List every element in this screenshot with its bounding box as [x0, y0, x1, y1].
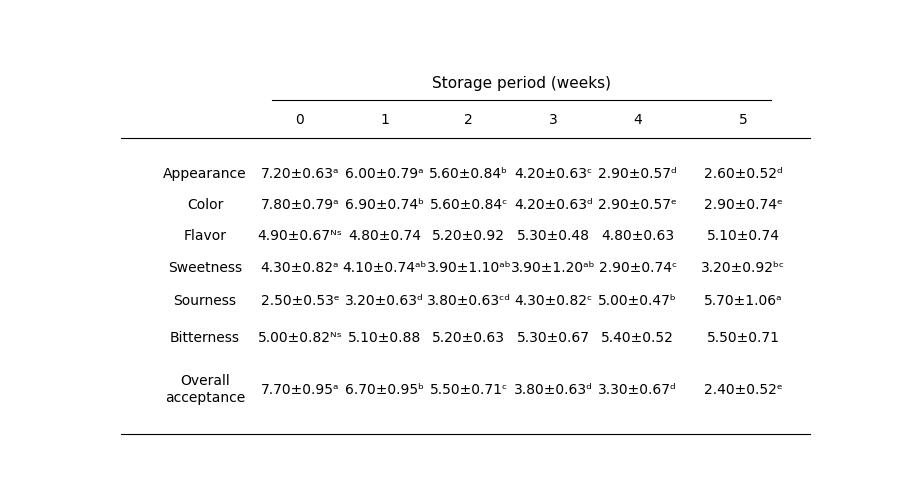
- Text: Color: Color: [187, 198, 223, 212]
- Text: 4: 4: [634, 113, 642, 127]
- Text: 5.70±1.06ᵃ: 5.70±1.06ᵃ: [704, 293, 783, 307]
- Text: 4.80±0.74: 4.80±0.74: [348, 228, 421, 242]
- Text: 4.30±0.82ᵃ: 4.30±0.82ᵃ: [261, 261, 340, 275]
- Text: 5.30±0.48: 5.30±0.48: [517, 228, 590, 242]
- Text: 4.20±0.63ᵈ: 4.20±0.63ᵈ: [514, 198, 593, 212]
- Text: 5.00±0.82ᴺˢ: 5.00±0.82ᴺˢ: [258, 330, 342, 344]
- Text: 7.20±0.63ᵃ: 7.20±0.63ᵃ: [261, 167, 340, 181]
- Text: 4.10±0.74ᵃᵇ: 4.10±0.74ᵃᵇ: [342, 261, 427, 275]
- Text: Overall
acceptance: Overall acceptance: [165, 374, 245, 404]
- Text: Sourness: Sourness: [173, 293, 236, 307]
- Text: 3.80±0.63ᵈ: 3.80±0.63ᵈ: [514, 382, 593, 396]
- Text: Sweetness: Sweetness: [168, 261, 242, 275]
- Text: 3.90±1.10ᵃᵇ: 3.90±1.10ᵃᵇ: [427, 261, 511, 275]
- Text: 2.50±0.53ᵉ: 2.50±0.53ᵉ: [261, 293, 340, 307]
- Text: 5.10±0.88: 5.10±0.88: [348, 330, 421, 344]
- Text: 4.90±0.67ᴺˢ: 4.90±0.67ᴺˢ: [258, 228, 342, 242]
- Text: 4.80±0.63: 4.80±0.63: [601, 228, 675, 242]
- Text: 5.40±0.52: 5.40±0.52: [601, 330, 675, 344]
- Text: 0: 0: [296, 113, 304, 127]
- Text: Appearance: Appearance: [163, 167, 247, 181]
- Text: 3.30±0.67ᵈ: 3.30±0.67ᵈ: [598, 382, 677, 396]
- Text: 7.70±0.95ᵃ: 7.70±0.95ᵃ: [261, 382, 340, 396]
- Text: 2: 2: [465, 113, 473, 127]
- Text: 4.20±0.63ᶜ: 4.20±0.63ᶜ: [514, 167, 592, 181]
- Text: 3.80±0.63ᶜᵈ: 3.80±0.63ᶜᵈ: [427, 293, 511, 307]
- Text: 5.30±0.67: 5.30±0.67: [517, 330, 590, 344]
- Text: 5.10±0.74: 5.10±0.74: [706, 228, 780, 242]
- Text: Bitterness: Bitterness: [170, 330, 240, 344]
- Text: 5.00±0.47ᵇ: 5.00±0.47ᵇ: [598, 293, 677, 307]
- Text: 3.90±1.20ᵃᵇ: 3.90±1.20ᵃᵇ: [511, 261, 596, 275]
- Text: 5.50±0.71ᶜ: 5.50±0.71ᶜ: [429, 382, 508, 396]
- Text: 3.20±0.92ᵇᶜ: 3.20±0.92ᵇᶜ: [701, 261, 785, 275]
- Text: 2.90±0.57ᵉ: 2.90±0.57ᵉ: [598, 198, 677, 212]
- Text: 2.40±0.52ᵉ: 2.40±0.52ᵉ: [704, 382, 783, 396]
- Text: 2.90±0.74ᶜ: 2.90±0.74ᶜ: [598, 261, 676, 275]
- Text: 7.80±0.79ᵃ: 7.80±0.79ᵃ: [261, 198, 340, 212]
- Text: 3.20±0.63ᵈ: 3.20±0.63ᵈ: [345, 293, 424, 307]
- Text: 6.90±0.74ᵇ: 6.90±0.74ᵇ: [345, 198, 424, 212]
- Text: 2.90±0.57ᵈ: 2.90±0.57ᵈ: [598, 167, 677, 181]
- Text: 5.50±0.71: 5.50±0.71: [706, 330, 780, 344]
- Text: 5.20±0.92: 5.20±0.92: [432, 228, 506, 242]
- Text: Flavor: Flavor: [183, 228, 226, 242]
- Text: 3: 3: [549, 113, 558, 127]
- Text: 2.90±0.74ᵉ: 2.90±0.74ᵉ: [704, 198, 783, 212]
- Text: 5.20±0.63: 5.20±0.63: [432, 330, 506, 344]
- Text: 2.60±0.52ᵈ: 2.60±0.52ᵈ: [704, 167, 783, 181]
- Text: 6.00±0.79ᵃ: 6.00±0.79ᵃ: [345, 167, 424, 181]
- Text: 5.60±0.84ᵇ: 5.60±0.84ᵇ: [429, 167, 508, 181]
- Text: 5: 5: [739, 113, 747, 127]
- Text: 6.70±0.95ᵇ: 6.70±0.95ᵇ: [345, 382, 424, 396]
- Text: 4.30±0.82ᶜ: 4.30±0.82ᶜ: [514, 293, 592, 307]
- Text: Storage period (weeks): Storage period (weeks): [432, 76, 611, 91]
- Text: 1: 1: [380, 113, 389, 127]
- Text: 5.60±0.84ᶜ: 5.60±0.84ᶜ: [429, 198, 508, 212]
